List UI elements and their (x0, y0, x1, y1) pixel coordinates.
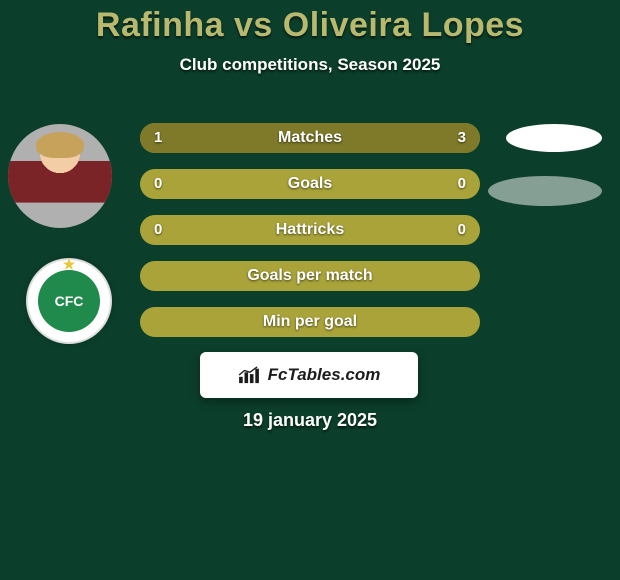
stat-row-min-per-goal: Min per goal (140, 307, 480, 337)
branding-text: FcTables.com (268, 365, 381, 385)
stat-row-matches: 1 Matches 3 (140, 123, 480, 153)
player-left-avatar (8, 124, 112, 228)
avatar-hair (36, 132, 84, 158)
avatar-placeholder (8, 124, 112, 228)
bar-chart-icon (238, 366, 260, 384)
club-initials: CFC (55, 293, 84, 309)
stat-row-goals-per-match: Goals per match (140, 261, 480, 291)
stat-value-right: 0 (458, 215, 466, 245)
stat-row-goals: 0 Goals 0 (140, 169, 480, 199)
club-badge-inner: ★ CFC (38, 270, 100, 332)
stat-row-hattricks: 0 Hattricks 0 (140, 215, 480, 245)
subtitle: Club competitions, Season 2025 (0, 55, 620, 75)
stat-label: Goals per match (140, 261, 480, 291)
club-badge: ★ CFC (26, 258, 112, 344)
stat-rows: 1 Matches 3 0 Goals 0 0 Hattricks 0 Goal… (140, 123, 480, 353)
date-text: 19 january 2025 (0, 410, 620, 431)
comparison-card: Rafinha vs Oliveira Lopes Club competiti… (0, 0, 620, 580)
stat-value-right: 3 (458, 123, 466, 153)
stat-label: Hattricks (140, 215, 480, 245)
star-icon: ★ (63, 256, 76, 273)
player-right-oval-2 (488, 176, 602, 206)
stat-value-right: 0 (458, 169, 466, 199)
player-right-oval-1 (506, 124, 602, 152)
stat-label: Goals (140, 169, 480, 199)
page-title: Rafinha vs Oliveira Lopes (0, 0, 620, 45)
stat-label: Matches (140, 123, 480, 153)
branding-badge: FcTables.com (200, 352, 418, 398)
stat-label: Min per goal (140, 307, 480, 337)
